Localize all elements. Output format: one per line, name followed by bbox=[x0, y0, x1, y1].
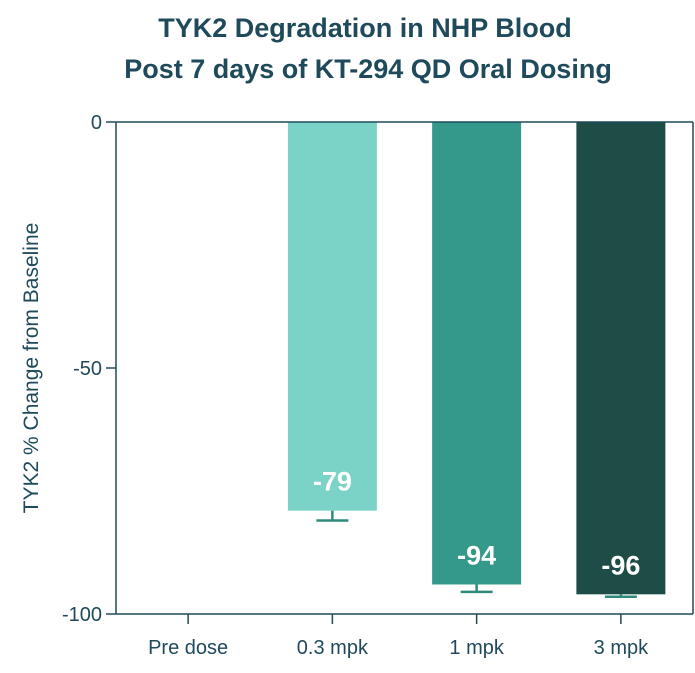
data-label-3: -96 bbox=[601, 550, 640, 580]
y-tick-label-0: 0 bbox=[91, 112, 102, 134]
chart-title-line-1: TYK2 Degradation in NHP Blood bbox=[158, 13, 572, 43]
plot-area: -79 -94 -96 0 -50 -100 Pre dose 0.3 mpk 1 mpk 3 m… bbox=[62, 112, 694, 659]
y-tick-label-1: -50 bbox=[73, 358, 102, 380]
bar-2 bbox=[432, 122, 522, 585]
bar-3 bbox=[576, 122, 666, 595]
y-tick-label-2: -100 bbox=[62, 604, 102, 626]
x-tick-label-3: 3 mpk bbox=[594, 637, 649, 659]
data-label-2: -94 bbox=[457, 540, 496, 570]
x-tick-label-1: 0.3 mpk bbox=[297, 637, 369, 659]
data-label-1: -79 bbox=[313, 467, 352, 497]
bar-1 bbox=[287, 122, 377, 511]
x-tick-label-2: 1 mpk bbox=[449, 637, 504, 659]
chart-title-line-2: Post 7 days of KT-294 QD Oral Dosing bbox=[124, 54, 612, 84]
x-tick-label-0: Pre dose bbox=[148, 637, 228, 659]
y-axis-label: TYK2 % Change from Baseline bbox=[20, 223, 43, 514]
